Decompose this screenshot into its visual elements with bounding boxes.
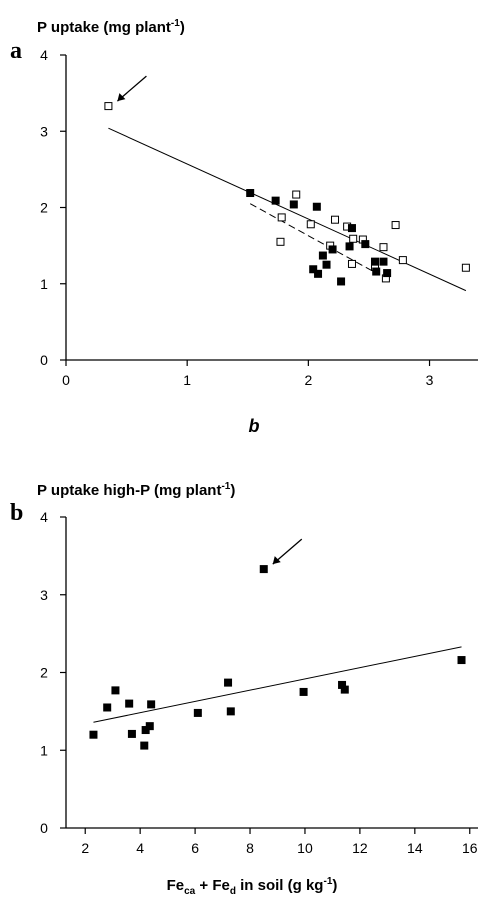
panel-a-open-point <box>277 213 286 222</box>
panel-b-filled-point <box>193 708 202 717</box>
panel-a-open-point <box>398 256 407 265</box>
panel-b-x-tick-label: 16 <box>462 840 478 856</box>
panel-a-filled-point <box>312 202 321 211</box>
panel-a-open-point <box>379 243 388 252</box>
panel-a-open-point <box>292 190 301 199</box>
panel-a-y-tick-label: 2 <box>40 200 48 216</box>
panel-a-trend-line <box>108 127 467 292</box>
panel-b-y-tick-label: 3 <box>40 587 48 603</box>
panel-a-filled-point <box>271 196 280 205</box>
panel-a-open-point <box>347 259 356 268</box>
panel-a-filled-point <box>347 224 356 233</box>
panel-a-filled-point <box>322 260 331 269</box>
panel-a-plot: 0 1 2 3 4 0 1 2 3 <box>40 47 478 388</box>
panel-a-y-tick-label: 3 <box>40 123 48 139</box>
panel-b-filled-point <box>259 565 268 574</box>
panel-b-filled-point <box>103 703 112 712</box>
panel-b-x-tick-label: 8 <box>246 840 254 856</box>
panel-b-filled-point <box>299 687 308 696</box>
panel-a-filled-point <box>371 257 379 266</box>
panel-b-filled-point <box>127 729 136 738</box>
panel-b-filled-point <box>145 722 154 731</box>
panel-a-filled-point <box>318 251 327 260</box>
panel-a-filled-point <box>337 277 346 286</box>
panel-a-filled-point <box>345 242 354 251</box>
panel-a-x-tick-label: 3 <box>426 372 434 388</box>
panel-a-filled-point <box>314 269 323 278</box>
panel-a-filled-point <box>372 267 381 276</box>
panel-a-x-tick-label: 1 <box>183 372 191 388</box>
panel-a-y-axis-title: P uptake (mg plant-1) <box>37 18 185 36</box>
panel-b-x-tick-label: 12 <box>352 840 368 856</box>
panel-b-filled-point <box>140 741 149 750</box>
panel-b-y-axis-title: P uptake high-P (mg plant-1) <box>37 481 235 499</box>
panel-b-y-tick-label: 2 <box>40 665 48 681</box>
panel-a-open-point <box>391 221 400 230</box>
panel-b-label: b <box>10 500 23 526</box>
panel-b-x-tick-label: 4 <box>136 840 144 856</box>
panel-b-filled-point <box>224 678 233 687</box>
panel-a-filled-point <box>379 257 388 266</box>
panel-b-filled-point <box>89 730 98 739</box>
panel-a-filled-point <box>246 189 255 198</box>
panel-a-label: a <box>10 38 22 64</box>
panel-a-open-point <box>349 234 358 243</box>
panel-a-x-axis-title: b <box>249 416 260 436</box>
panel-b-x-tick-label: 14 <box>407 840 423 856</box>
panel-a-open-point <box>306 220 315 229</box>
panel-b-x-tick-label: 2 <box>81 840 89 856</box>
panel-b-y-tick-label: 0 <box>40 820 48 836</box>
panel-a-dashed-trend-line <box>249 203 377 274</box>
panel-a-y-tick-label: 0 <box>40 352 48 368</box>
panel-a-y-tick-label: 4 <box>40 47 48 63</box>
panel-a-filled-point <box>289 200 298 209</box>
panel-b-y-tick-label: 4 <box>40 509 48 525</box>
panel-a-arrow-head <box>117 93 126 102</box>
panel-b-filled-point <box>457 656 466 665</box>
panel-b-filled-point <box>340 685 349 694</box>
panel-a-x-tick-label: 2 <box>304 372 312 388</box>
panel-b-filled-point <box>226 707 235 716</box>
panel-a-open-point <box>331 215 340 224</box>
panel-b-y-tick-label: 1 <box>40 742 48 758</box>
panel-a-x-tick-label: 0 <box>62 372 70 388</box>
panel-a-open-point <box>104 102 113 111</box>
panel-b-filled-point <box>147 700 156 709</box>
panel-a-y-tick-label: 1 <box>40 276 48 292</box>
panel-a-filled-point <box>309 265 318 274</box>
panel-b-x-tick-label: 10 <box>297 840 313 856</box>
panel-a-open-point <box>276 237 285 246</box>
panel-a-open-point <box>461 263 470 272</box>
panel-b-arrow-head <box>272 556 281 565</box>
panel-b-x-axis-title: Feca + Fed in soil (g kg-1) <box>167 876 338 897</box>
panel-b-x-tick-label: 6 <box>191 840 199 856</box>
panel-b-trend-line <box>93 646 462 723</box>
panel-b-filled-point <box>111 686 120 695</box>
panel-b-filled-point <box>125 699 134 708</box>
panel-a-filled-point <box>361 240 370 249</box>
panel-a-filled-point <box>328 245 337 254</box>
panel-a-filled-point <box>383 269 392 278</box>
